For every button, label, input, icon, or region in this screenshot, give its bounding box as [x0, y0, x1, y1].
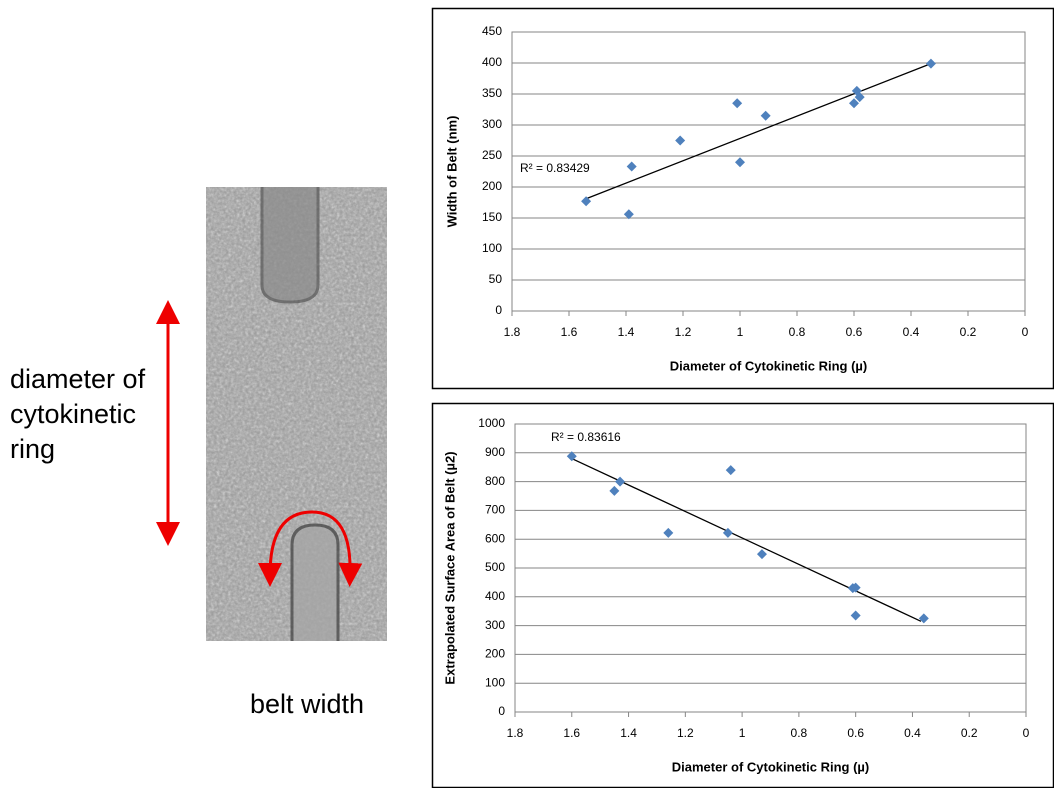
y-tick-label: 400	[485, 589, 505, 603]
x-tick-label: 1.8	[507, 726, 524, 740]
y-tick-label: 300	[482, 117, 502, 131]
y-tick-label: 500	[485, 560, 505, 574]
x-tick-label: 1.2	[675, 325, 692, 339]
ring-label: ring	[10, 434, 55, 464]
y-tick-label: 300	[485, 618, 505, 632]
y-tick-label: 100	[482, 241, 502, 255]
y-tick-label: 700	[485, 503, 505, 517]
micrograph	[206, 187, 387, 641]
point	[609, 485, 620, 496]
point	[735, 157, 745, 168]
x-axis-title: Diameter of Cytokinetic Ring (µ)	[670, 358, 867, 373]
point	[626, 161, 637, 172]
point	[850, 582, 861, 593]
x-tick-label: 1.4	[618, 325, 635, 339]
y-tick-label: 350	[482, 86, 502, 100]
x-tick-label: 0.6	[846, 325, 863, 339]
x-tick-label: 1	[739, 726, 746, 740]
x-tick-label: 0	[1023, 726, 1030, 740]
y-tick-label: 0	[495, 303, 502, 317]
y-tick-label: 50	[489, 272, 503, 286]
y-tick-label: 450	[482, 24, 502, 38]
y-axis-title: Width of Belt (nm)	[444, 116, 459, 228]
x-axis-title: Diameter of Cytokinetic Ring (µ)	[672, 759, 869, 774]
y-axis-title: Extrapolated Surface Area of Belt (µ2)	[442, 451, 457, 684]
x-tick-label: 0.4	[903, 325, 920, 339]
y-tick-label: 800	[485, 474, 505, 488]
y-tick-label: 1000	[478, 416, 505, 430]
point	[663, 527, 674, 538]
y-tick-label: 200	[482, 179, 502, 193]
y-tick-label: 100	[485, 675, 505, 689]
x-tick-label: 1.6	[563, 726, 580, 740]
point	[675, 135, 686, 146]
y-tick-label: 900	[485, 445, 505, 459]
x-tick-label: 0.2	[960, 325, 977, 339]
x-tick-label: 0.2	[961, 726, 978, 740]
x-tick-label: 1.4	[620, 726, 637, 740]
point	[623, 209, 634, 220]
point	[925, 58, 936, 69]
x-tick-label: 0.8	[789, 325, 806, 339]
y-tick-label: 200	[485, 647, 505, 661]
y-tick-label: 0	[498, 704, 505, 718]
belt-arrow	[258, 510, 363, 587]
x-tick-label: 1.8	[504, 325, 521, 339]
point	[756, 549, 767, 560]
annotation: R² = 0.83429	[520, 161, 590, 175]
belt-label: belt width	[250, 689, 364, 719]
annotation: R² = 0.83616	[551, 430, 621, 444]
y-tick-label: 250	[482, 148, 502, 162]
x-tick-label: 1.6	[561, 325, 578, 339]
trendline	[571, 457, 922, 622]
point	[918, 613, 929, 624]
point	[849, 98, 859, 109]
plot-border	[514, 423, 1027, 713]
x-tick-label: 0.6	[847, 726, 864, 740]
point	[732, 98, 743, 109]
plot-border	[511, 31, 1026, 312]
point	[725, 465, 736, 476]
y-tick-label: 600	[485, 531, 505, 545]
x-tick-label: 0	[1022, 325, 1029, 339]
trendline	[585, 63, 932, 200]
y-tick-label: 150	[482, 210, 502, 224]
x-tick-label: 0.8	[791, 726, 808, 740]
x-tick-label: 1	[737, 325, 744, 339]
point	[722, 527, 733, 538]
y-tick-label: 400	[482, 55, 502, 69]
point	[615, 476, 626, 487]
point	[854, 92, 865, 103]
ring-label: cytokinetic	[10, 399, 136, 429]
point	[850, 610, 861, 621]
x-tick-label: 1.2	[677, 726, 694, 740]
x-tick-label: 0.4	[904, 726, 921, 740]
point	[566, 451, 577, 462]
point	[760, 110, 771, 121]
point	[581, 196, 592, 207]
ring-label: diameter of	[10, 364, 146, 394]
